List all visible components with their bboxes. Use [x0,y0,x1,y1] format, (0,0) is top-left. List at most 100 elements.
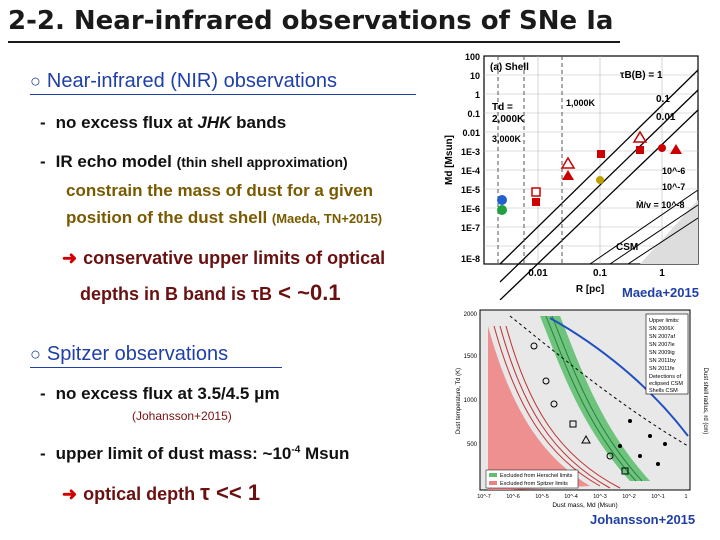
svg-text:SN 2007af: SN 2007af [649,334,675,340]
tau-lines [499,69,699,300]
spitzer-section-heading: ○ Spitzer observations [30,343,228,366]
x-axis-label: R [pc] [576,284,604,295]
spitzer-heading-text: Spitzer observations [46,343,229,365]
title-underline [8,41,620,43]
nir-section-heading: ○ Near-infrared (NIR) observations [30,70,337,93]
constrain-line-1: constrain the mass of dust for a given [66,181,374,200]
svg-text:1: 1 [684,494,687,500]
svg-text:Excluded from Spitzer limits: Excluded from Spitzer limits [500,481,568,487]
td-2000k: 2,000K [492,114,525,125]
svg-text:1: 1 [659,268,665,279]
svg-text:0.1: 0.1 [467,109,480,119]
svg-text:Detections of: Detections of [649,374,682,380]
spitzer-bullet-no-excess: - no excess flux at 3.5/4.5 μm [40,384,280,404]
x-tick-labels: 10^-7 10^-6 10^-5 10^-4 10^-3 10^-2 10^-… [477,494,687,500]
nir-bullet-ir-echo: - IR echo model (thin shell approximatio… [40,152,348,172]
y-axis-label-left: Dust temperature, Td (K) [456,368,462,434]
maeda-figure: (a) Shell Td = 2,000K 1,000K 3,000K τB(B… [444,52,699,300]
exponent: -4 [291,444,301,456]
detection-markers [618,419,667,466]
spitzer-conclusion: ➜ optical depth τ << 1 [62,480,261,505]
svg-text:Upper limits:: Upper limits: [649,318,680,324]
csm-label: CSM [616,242,638,253]
svg-text:SN 2011fe: SN 2011fe [649,366,675,372]
bullet-text: no excess flux at JHK bands [55,113,287,132]
maeda-citation: (Maeda, TN+2015) [271,211,383,226]
mdot-label-2: 10^-7 [662,182,685,192]
slide-title: 2-2. Near-infrared observations of SNe I… [8,6,614,36]
td-label: Td = [492,102,513,113]
svg-text:SN 2009ig: SN 2009ig [649,350,675,356]
svg-text:10^-1: 10^-1 [651,494,665,500]
svg-text:1000: 1000 [464,398,478,404]
svg-text:1E-8: 1E-8 [461,254,480,264]
svg-text:1500: 1500 [464,354,478,360]
svg-text:10: 10 [470,71,480,81]
bullet-dash: - [40,113,46,132]
right-arrow-icon: ➜ [62,484,78,504]
tau-b-symbol: τB [251,284,273,304]
nir-bullet-no-excess: - no excess flux at JHK bands [40,113,286,133]
tau-label: τB(B) = 1 [620,70,663,81]
section-marker: ○ [30,71,41,91]
nir-conclusion-line-2: depths in B band is τB < ~0.1 [80,280,341,305]
panel-label: (a) Shell [490,62,529,73]
tau-0.01: 0.01 [656,112,676,123]
right-arrow-icon: ➜ [62,248,78,268]
svg-text:1E-4: 1E-4 [461,166,480,176]
svg-text:500: 500 [467,442,478,448]
svg-text:10^-6: 10^-6 [506,494,520,500]
y-tick-labels: 100 10 1 0.1 0.01 1E-3 1E-4 1E-5 1E-6 1E… [461,52,480,264]
svg-text:1E-7: 1E-7 [461,223,480,233]
svg-text:SN 2006X: SN 2006X [649,326,674,332]
data-markers [497,130,682,215]
svg-text:10^-3: 10^-3 [593,494,607,500]
td-1000k: 1,000K [566,98,596,108]
spitzer-excluded-region [488,326,590,490]
td-3000k: 3,000K [492,134,522,144]
y-tick-labels-left: 2000 1500 1000 500 [464,312,478,448]
nir-heading-text: Near-infrared (NIR) observations [46,70,337,92]
jhk-bands: JHK [197,113,232,132]
johansson-credit: Johansson+2015 [590,512,696,527]
nir-heading-underline [30,94,416,95]
bullet-dash: - [40,152,46,171]
svg-text:0.1: 0.1 [593,268,607,279]
svg-text:0.01: 0.01 [528,268,548,279]
svg-text:1E-5: 1E-5 [461,185,480,195]
msun-unit: Msun [300,444,350,463]
ir-echo-text: IR echo model [55,152,177,171]
johansson-citation: (Johansson+2015) [132,409,232,423]
section-marker: ○ [30,344,41,364]
shell-csm-line [549,317,689,437]
svg-text:0.01: 0.01 [462,128,480,138]
spitzer-bullet-dust-mass: - upper limit of dust mass: ~10-4 Msun [40,444,350,463]
svg-text:Shells CSM: Shells CSM [649,388,678,394]
svg-text:SN 2011by: SN 2011by [649,358,676,364]
herschel-excluded-region [540,316,650,481]
svg-text:10^-4: 10^-4 [564,494,578,500]
mdot-label-3: Ṁ/v = 10^-8 [636,200,685,210]
svg-text:1: 1 [475,90,480,100]
svg-text:100: 100 [465,52,480,62]
y-axis-label-right: Dust shell radius, rd (cm) [702,368,708,435]
svg-text:10^-5: 10^-5 [535,494,549,500]
csm-lines [589,189,699,265]
legend-box [645,313,689,395]
x-tick-labels: 0.01 0.1 1 [528,268,665,279]
svg-text:2000: 2000 [464,312,478,318]
csm-region [484,200,698,264]
bottom-legend-box [485,469,579,489]
plot-frame [483,55,699,265]
spitzer-heading-underline [30,367,282,368]
svg-text:eclipsed CSM: eclipsed CSM [649,381,683,387]
svg-text:1E-3: 1E-3 [461,147,480,157]
svg-text:1E-6: 1E-6 [461,204,480,214]
bullet-dash: - [40,444,46,463]
svg-text:10^-2: 10^-2 [622,494,636,500]
svg-text:10^-7: 10^-7 [477,494,491,500]
ir-echo-note: (thin shell approximation) [176,154,348,170]
mdot-label-1: 10^-6 [662,166,685,176]
spitzer-no-excess-text: no excess flux at 3.5/4.5 μm [55,384,280,403]
y-axis-label: Md [Msun] [444,135,455,185]
